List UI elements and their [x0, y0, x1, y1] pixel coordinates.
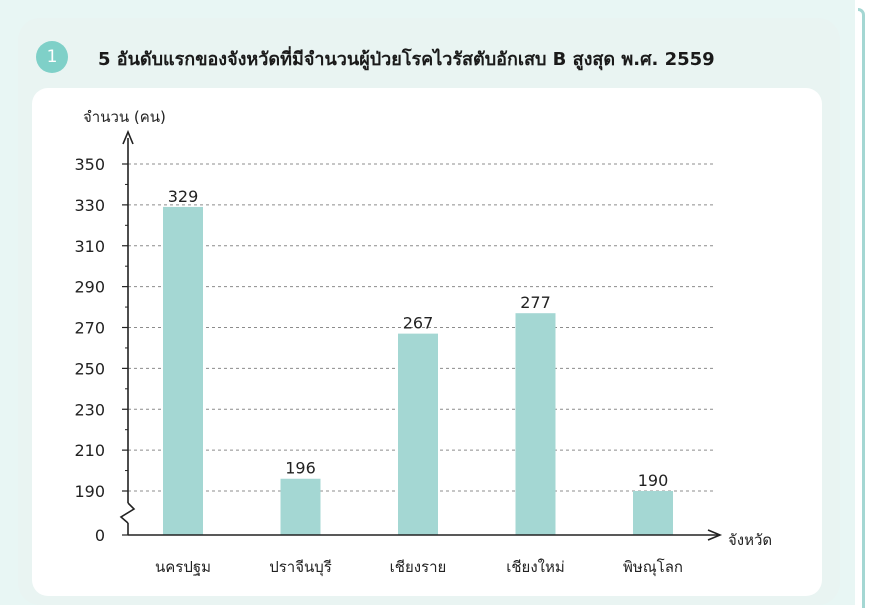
y-tick-label: 350: [74, 155, 105, 174]
y-tick-label: 230: [74, 400, 105, 419]
x-category-label: พิษณุโลก: [623, 558, 683, 577]
y-tick-label: 290: [74, 278, 105, 297]
bar: [633, 491, 673, 535]
y-tick-label: 0: [95, 526, 105, 545]
labels: 0 190 210 230 250 270 290 310 330 350 329 นครปฐม 196…: [74, 108, 772, 577]
x-category-label: นครปฐม: [155, 558, 211, 576]
bars: [163, 206, 673, 535]
frame-border-line: [858, 8, 865, 608]
bar: [398, 333, 438, 535]
y-tick-label: 330: [74, 196, 105, 215]
x-category-label: ปราจีนบุรี: [269, 558, 332, 577]
bar-value-label: 267: [403, 314, 434, 333]
bar: [280, 478, 321, 535]
chart-title: 5 อันดับแรกของจังหวัดที่มีจำนวนผู้ป่วยโร…: [98, 49, 715, 70]
x-axis-title: จังหวัด: [728, 531, 772, 549]
x-category-label: เชียงราย: [390, 558, 447, 576]
y-tick-label: 190: [74, 482, 105, 501]
y-axis-title: จำนวน (คน): [83, 108, 166, 126]
bar-value-label: 190: [638, 471, 669, 490]
frame-edge: [855, 0, 871, 608]
bar-value-label: 329: [168, 187, 199, 206]
y-tick-label: 250: [74, 359, 105, 378]
bar: [515, 313, 556, 535]
bar: [163, 206, 203, 535]
y-tick-label: 270: [74, 319, 105, 338]
bar-value-label: 277: [520, 293, 551, 312]
number-badge: 1: [36, 41, 68, 73]
y-tick-label: 310: [74, 237, 105, 256]
y-tick-label: 210: [74, 441, 105, 460]
x-axis-arrow: [707, 529, 723, 541]
y-axis-break: [119, 502, 136, 524]
y-axis-arrow: [122, 129, 134, 145]
x-category-label: เชียงใหม่: [506, 558, 565, 576]
bar-value-label: 196: [285, 459, 316, 478]
axes: [119, 129, 723, 541]
